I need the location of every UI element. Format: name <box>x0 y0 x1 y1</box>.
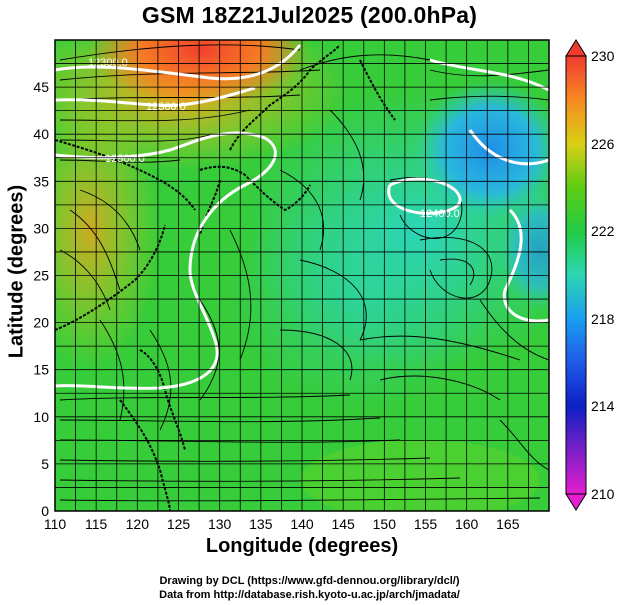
colorbar-scale <box>565 55 587 495</box>
y-tick-label: 10 <box>33 409 49 425</box>
credit-drawing: Drawing by DCL (https://www.gfd-dennou.o… <box>159 575 460 587</box>
contour-labels: 12300.0 12300.0 12300.0 12400.0 <box>88 57 460 220</box>
y-tick-label: 20 <box>33 315 49 331</box>
y-tick-label: 40 <box>33 126 49 142</box>
contour-label: 12300.0 <box>146 101 186 113</box>
colorbar-label: 210 <box>591 486 615 502</box>
y-tick-labels: 0 5 10 15 20 25 30 35 40 45 <box>33 79 49 519</box>
contour-label: 12300.0 <box>88 57 128 69</box>
colorbar-top-arrow <box>565 39 587 57</box>
y-axis-label: Latitude (degrees) <box>5 184 28 359</box>
y-tick-label: 35 <box>33 173 49 189</box>
wind-streamlines <box>59 44 549 502</box>
x-tick-label: 145 <box>331 516 355 532</box>
y-tick-label: 45 <box>33 79 49 95</box>
x-tick-label: 160 <box>455 516 479 532</box>
colorbar-label: 226 <box>591 136 615 152</box>
y-tick-label: 15 <box>33 362 49 378</box>
credit-data-source: Data from http://database.rish.kyoto-u.a… <box>159 589 460 601</box>
x-tick-label: 165 <box>496 516 520 532</box>
coastline <box>55 44 396 511</box>
colorbar: 230 226 222 218 214 210 <box>565 39 615 511</box>
x-tick-label: 110 <box>44 516 67 532</box>
x-tick-labels: 110 115 120 125 130 135 140 145 150 155 160 165 <box>44 516 520 532</box>
colorbar-bottom-arrow <box>565 493 587 511</box>
x-tick-label: 120 <box>126 516 150 532</box>
y-tick-label: 25 <box>33 268 49 284</box>
grid-lines <box>54 40 549 512</box>
height-contours <box>55 44 549 390</box>
chart-title: GSM 18Z21Jul2025 (200.0hPa) <box>141 2 478 28</box>
x-tick-label: 155 <box>414 516 438 532</box>
contour-label: 12400.0 <box>420 208 460 220</box>
x-tick-label: 135 <box>249 516 273 532</box>
x-tick-label: 115 <box>85 516 108 532</box>
y-tick-label: 30 <box>33 220 49 236</box>
colorbar-label: 230 <box>591 48 615 64</box>
colorbar-label: 218 <box>591 311 615 327</box>
x-tick-label: 140 <box>290 516 314 532</box>
colorbar-label: 222 <box>591 223 615 239</box>
x-tick-label: 150 <box>373 516 397 532</box>
plot-frame <box>54 39 550 512</box>
contour-label: 12300.0 <box>105 153 145 165</box>
x-axis-label: Longitude (degrees) <box>205 535 399 557</box>
x-tick-label: 125 <box>167 516 191 532</box>
colorbar-label: 214 <box>591 398 615 414</box>
y-tick-label: 5 <box>41 456 49 472</box>
y-tick-label: 0 <box>41 503 49 519</box>
x-tick-label: 130 <box>208 516 232 532</box>
